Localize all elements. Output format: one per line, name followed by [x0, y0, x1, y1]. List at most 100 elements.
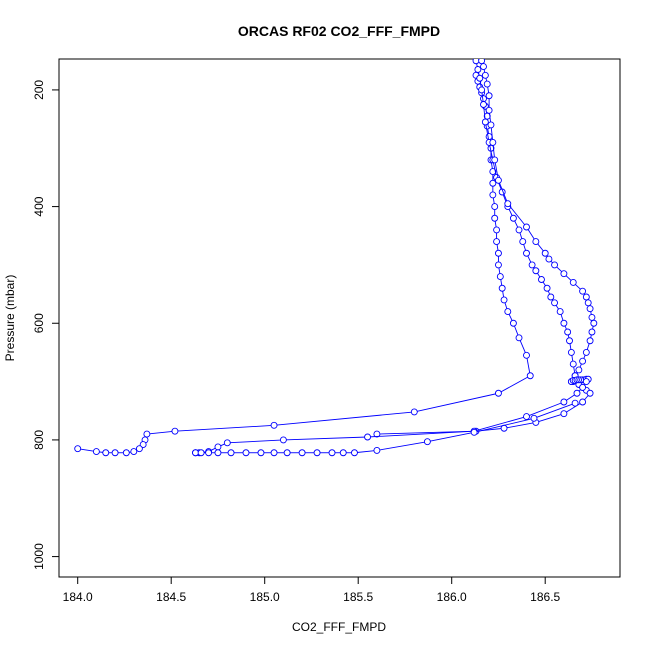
- data-point: [586, 337, 594, 345]
- series-4: [192, 375, 592, 457]
- y-tick-label: 800: [32, 430, 46, 450]
- chart-title: ORCAS RF02 CO2_FFF_FMPD: [238, 23, 440, 39]
- x-tick-label: 184.5: [156, 590, 186, 604]
- data-point: [102, 449, 110, 457]
- series-line-segment: [474, 416, 527, 432]
- data-point: [480, 63, 487, 71]
- data-point: [92, 448, 100, 456]
- plot-frame: [58, 58, 621, 578]
- data-point: [489, 168, 497, 176]
- data-point: [143, 430, 151, 438]
- data-point: [480, 101, 487, 108]
- data-point: [579, 398, 587, 406]
- y-tick-label: 200: [32, 80, 46, 100]
- y-tick-label: 600: [32, 313, 46, 333]
- data-point: [571, 399, 579, 407]
- series-line-segment: [498, 375, 531, 394]
- series-line-segment: [494, 159, 499, 181]
- data-point: [566, 337, 573, 345]
- data-point: [590, 319, 598, 327]
- data-point: [573, 389, 581, 397]
- data-point: [122, 449, 130, 457]
- series-line-segment: [227, 439, 284, 444]
- series-line-segment: [503, 421, 536, 429]
- x-tick-label: 185.5: [343, 590, 373, 604]
- y-tick-label: 1000: [32, 543, 46, 570]
- data-point: [481, 118, 489, 126]
- series-line-segment: [507, 203, 527, 228]
- data-point: [515, 226, 523, 234]
- data-point: [586, 305, 594, 313]
- data-point: [560, 319, 568, 327]
- data-point: [242, 449, 250, 457]
- data-point: [526, 372, 534, 380]
- data-point: [192, 449, 199, 457]
- series-line-segment: [354, 449, 377, 454]
- x-axis: 184.0 184.5 185.0 185.5 186.0 186.5: [63, 576, 561, 604]
- data-point: [197, 449, 205, 457]
- data-point: [223, 439, 231, 447]
- data-point: [485, 92, 493, 100]
- data-point: [509, 319, 517, 327]
- data-point: [495, 249, 502, 257]
- data-point: [523, 223, 530, 231]
- data-point: [538, 276, 545, 283]
- x-tick-label: 186.5: [530, 590, 560, 604]
- data-point: [489, 179, 497, 187]
- x-tick-label: 185.0: [250, 590, 280, 604]
- data-point: [582, 293, 590, 301]
- series-line-segment: [414, 392, 499, 413]
- data-point: [481, 71, 489, 79]
- series-line-segment: [474, 417, 535, 433]
- data-point: [270, 449, 278, 457]
- data-point: [543, 284, 551, 292]
- data-point: [564, 328, 572, 336]
- series-2: [373, 59, 594, 438]
- series-line-segment: [498, 180, 509, 204]
- data-point: [575, 366, 583, 374]
- data-point: [532, 238, 540, 246]
- data-point: [569, 278, 577, 286]
- data-point: [339, 449, 347, 457]
- data-point: [205, 449, 213, 457]
- data-point: [496, 273, 504, 281]
- data-point: [491, 214, 499, 222]
- data-point: [504, 308, 512, 316]
- data-point: [523, 413, 530, 421]
- data-point: [171, 427, 179, 435]
- data-point: [478, 86, 486, 94]
- data-point: [410, 408, 418, 416]
- data-point: [476, 74, 484, 82]
- data-point: [579, 357, 587, 365]
- data-point: [551, 299, 558, 307]
- data-point: [582, 378, 590, 386]
- data-point: [227, 449, 235, 457]
- data-point: [515, 334, 523, 342]
- data-point: [74, 445, 82, 453]
- data-point: [485, 106, 493, 114]
- data-point: [491, 156, 499, 164]
- series-line-segment: [526, 355, 531, 376]
- x-tick-label: 184.0: [63, 590, 93, 604]
- series-1: [74, 71, 534, 457]
- data-point: [588, 328, 596, 336]
- series-line-segment: [427, 431, 475, 443]
- data-point: [560, 270, 568, 278]
- data-point: [480, 95, 487, 103]
- data-point: [530, 414, 538, 422]
- data-point: [135, 445, 143, 453]
- data-point: [523, 249, 530, 257]
- data-point: [495, 176, 502, 184]
- data-point: [528, 261, 536, 269]
- data-point: [489, 191, 497, 199]
- data-point: [579, 287, 587, 295]
- data-point: [483, 80, 491, 88]
- data-point: [487, 121, 495, 129]
- data-point: [556, 308, 564, 316]
- data-point: [495, 389, 502, 397]
- data-point: [328, 449, 336, 457]
- data-point: [547, 293, 555, 301]
- series-line-segment: [283, 436, 368, 441]
- data-point: [560, 410, 568, 418]
